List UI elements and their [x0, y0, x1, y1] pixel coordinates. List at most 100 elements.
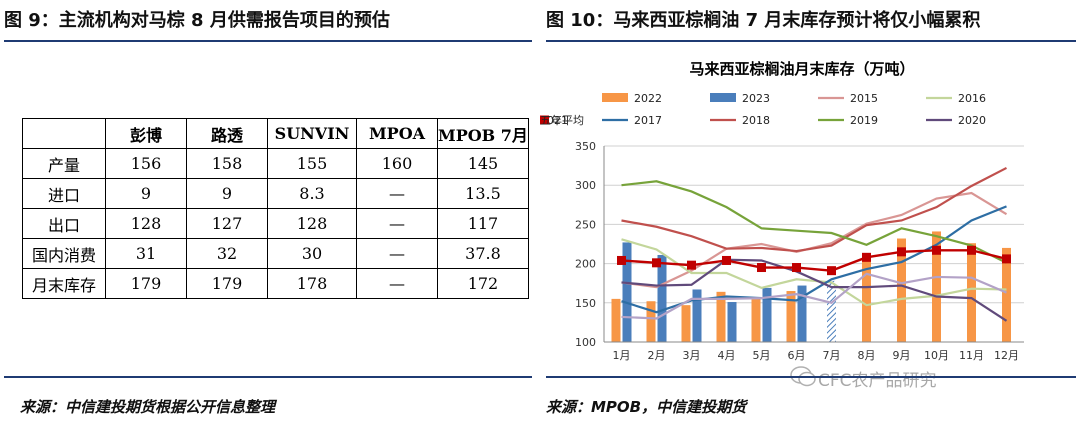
legend-label: 2016: [958, 92, 986, 105]
bar-2022: [716, 291, 726, 342]
table-header-cell: MPOA: [356, 118, 438, 149]
table-cell: 产量: [22, 148, 106, 179]
table-row: 月末库存 179 179 178 — 172: [22, 268, 529, 299]
table-row: 进口 9 9 8.3 — 13.5: [22, 178, 529, 209]
legend-swatch-2023: [710, 93, 736, 102]
series-line-2021: [621, 272, 1007, 320]
series-line-2018: [621, 166, 1008, 253]
right-figure-title: 图 10：马来西亚棕榈油 7 月末库存预计将仅小幅累积: [546, 10, 981, 31]
table-cell: 出口: [22, 208, 106, 239]
chart-title: 马来西亚棕榈油月末库存（万吨）: [689, 60, 914, 78]
left-figure-title: 图 9：主流机构对马棕 8 月供需报告项目的预估: [4, 10, 390, 31]
bar-2023: [827, 280, 836, 342]
bar-2022: [862, 255, 871, 342]
table-cell: 179: [105, 268, 187, 299]
avg-point-marker: [792, 263, 801, 273]
x-tick-label: 6月: [788, 349, 806, 362]
legend-marker: [540, 115, 549, 125]
legend-label: 2022: [634, 92, 662, 105]
table-cell: 国内消费: [22, 238, 106, 269]
table-cell: 30: [267, 238, 357, 269]
table-cell: 155: [267, 148, 357, 179]
bar-2023: [727, 302, 737, 342]
bar-2022: [751, 298, 761, 342]
table-cell: —: [356, 268, 438, 299]
x-tick-label: 12月: [994, 349, 1019, 362]
table-cell: 128: [267, 208, 357, 239]
bar-2022: [611, 298, 621, 342]
table-cell: 31: [105, 238, 187, 269]
right-footer-divider: [546, 376, 1076, 378]
table-cell: 9: [105, 178, 187, 209]
left-title-divider: [4, 40, 532, 42]
x-tick-label: 9月: [893, 349, 911, 362]
bar-2023: [797, 285, 807, 342]
avg-point-marker: [687, 260, 696, 270]
y-tick-label: 250: [575, 218, 596, 231]
table-row: 产量 156 158 155 160 145: [22, 148, 529, 179]
x-tick-label: 2月: [648, 349, 666, 362]
table-cell: 13.5: [437, 178, 529, 209]
avg-point-marker: [652, 258, 661, 268]
legend-label: 2019: [850, 114, 878, 127]
avg-point-marker: [617, 255, 626, 265]
table-cell: 158: [186, 148, 268, 179]
table-cell: 月末库存: [22, 268, 106, 299]
y-tick-label: 300: [575, 179, 596, 192]
series-line-2020: [621, 258, 1008, 322]
bar-2023: [622, 242, 632, 342]
table-cell: 127: [186, 208, 268, 239]
y-tick-label: 100: [575, 336, 596, 349]
table-row: 国内消费 31 32 30 — 37.8: [22, 238, 529, 269]
x-tick-label: 11月: [959, 349, 984, 362]
series-line-2019: [621, 180, 1007, 264]
left-source-note: 来源：中信建投期货根据公开信息整理: [20, 398, 276, 416]
x-tick-label: 4月: [718, 349, 736, 362]
x-tick-label: 10月: [924, 349, 949, 362]
table-header-cell: [22, 118, 106, 149]
legend-label: 五年平均: [540, 113, 584, 127]
avg-point-marker: [897, 247, 906, 257]
bar-2023: [692, 289, 702, 342]
table-cell: 156: [105, 148, 187, 179]
table-row: 出口 128 127 128 — 117: [22, 208, 529, 239]
x-tick-label: 3月: [683, 349, 701, 362]
table-cell: 179: [186, 268, 268, 299]
table-cell: 8.3: [267, 178, 357, 209]
x-tick-label: 8月: [858, 349, 876, 362]
legend-label: 2023: [742, 92, 770, 105]
bar-2022: [1002, 247, 1011, 342]
y-tick-label: 150: [575, 297, 596, 310]
legend-swatch-2022: [602, 93, 628, 102]
avg-point-marker: [1002, 254, 1011, 264]
bar-2022: [932, 231, 941, 342]
y-tick-label: 350: [575, 140, 596, 153]
table-cell: 32: [186, 238, 268, 269]
table-cell: —: [356, 208, 438, 239]
table-cell: —: [356, 238, 438, 269]
bar-2022: [897, 238, 906, 342]
bar-2023: [762, 287, 772, 342]
legend-label: 2018: [742, 114, 770, 127]
avg-point-marker: [757, 263, 766, 273]
bar-2022: [646, 301, 656, 342]
wechat-icon: [790, 366, 816, 387]
table-header-row: 彭博 路透 SUNVIN MPOA MPOB 7月: [22, 118, 529, 149]
table-header-cell: 路透: [186, 118, 268, 149]
x-tick-label: 5月: [753, 349, 771, 362]
watermark-text: CFC农产品研究: [818, 371, 937, 391]
table-cell: 进口: [22, 178, 106, 209]
table-cell: 178: [267, 268, 357, 299]
table-cell: 172: [437, 268, 529, 299]
bar-2022: [681, 305, 691, 342]
bar-2022: [967, 243, 976, 342]
left-footer-divider: [4, 376, 532, 378]
forecast-table: 彭博 路透 SUNVIN MPOA MPOB 7月 产量 156 158 155…: [22, 118, 529, 299]
legend-label: 2020: [958, 114, 986, 127]
table-cell: 37.8: [437, 238, 529, 269]
legend-label: 2017: [634, 114, 662, 127]
series-line-2016: [621, 238, 1007, 307]
right-source-note: 来源：MPOB，中信建投期货: [546, 398, 747, 416]
table-cell: 160: [356, 148, 438, 179]
avg-point-marker: [932, 245, 941, 255]
